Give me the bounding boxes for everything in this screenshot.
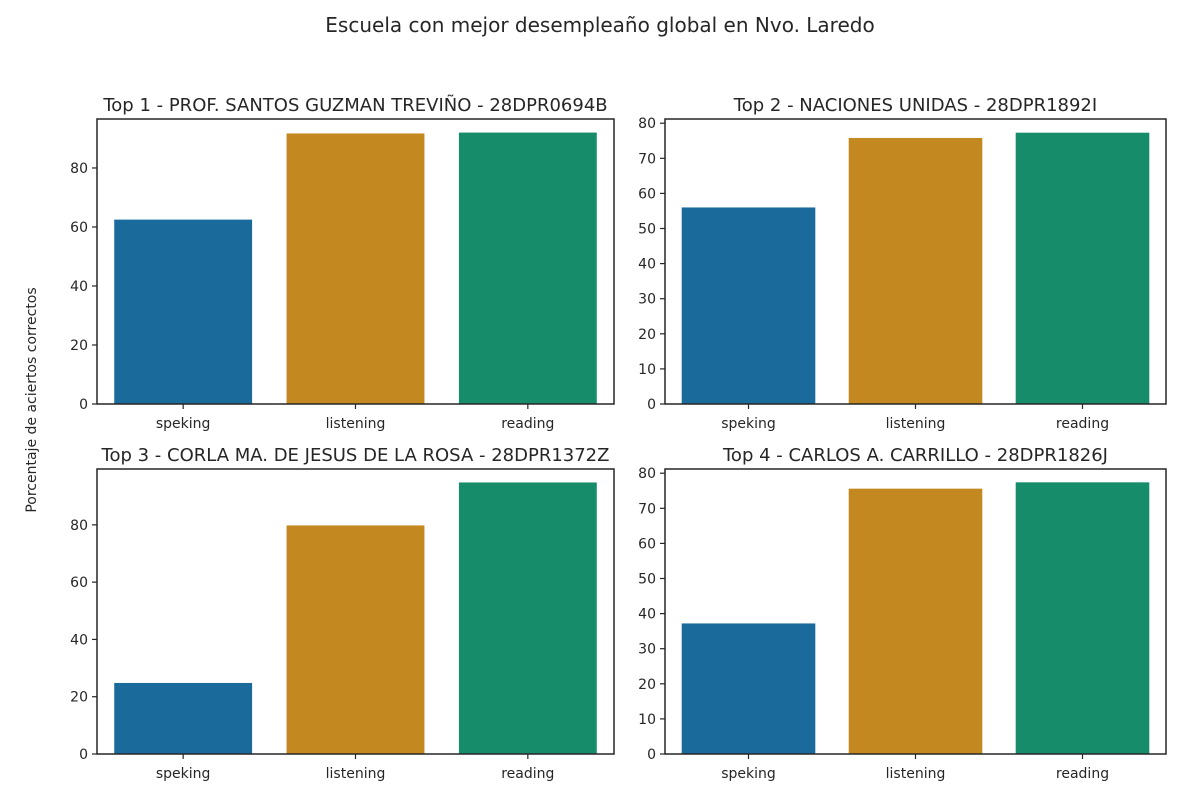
y-tick-label: 40 (70, 279, 88, 295)
y-tick-label: 60 (70, 220, 88, 236)
subplot-title: Top 1 - PROF. SANTOS GUZMAN TREVIÑO - 28… (102, 94, 607, 116)
subplot-2: Top 2 - NACIONES UNIDAS - 28DPR1892I spek… (638, 95, 1167, 432)
x-tick-label: listening (886, 766, 946, 782)
y-tick-label: 20 (70, 338, 88, 354)
bar-reading (458, 132, 597, 405)
y-tick-label: 40 (638, 607, 656, 623)
x-tick-label: reading (1056, 416, 1109, 432)
subplot-title: Top 3 - CORLA MA. DE JESUS DE LA ROSA - … (101, 445, 610, 466)
y-tick-label: 60 (638, 536, 656, 552)
y-tick-label: 80 (70, 161, 88, 177)
y-tick-label: 70 (638, 151, 656, 167)
y-tick-label: 50 (638, 572, 656, 588)
bar-reading (1015, 482, 1150, 754)
x-tick-label: listening (886, 416, 946, 432)
y-tick-label: 50 (638, 222, 656, 238)
y-tick-label: 0 (79, 397, 88, 413)
bar-reading (1015, 132, 1150, 405)
x-tick-label: listening (326, 766, 386, 782)
x-tick-label: reading (1056, 766, 1109, 782)
figure-title: Escuela con mejor desempleaño global en … (325, 13, 874, 37)
subplot-1: Top 1 - PROF. SANTOS GUZMAN TREVIÑO - 28… (70, 94, 615, 432)
y-tick-label: 80 (638, 116, 656, 132)
bar-speking (681, 207, 816, 404)
x-tick-label: reading (501, 416, 554, 432)
y-tick-label: 20 (638, 677, 656, 693)
bar-listening (286, 525, 425, 754)
y-tick-label: 10 (638, 362, 656, 378)
axes-frame (664, 468, 1167, 755)
x-tick-label: reading (501, 766, 554, 782)
axes-frame (664, 118, 1167, 405)
y-tick-label: 30 (638, 642, 656, 658)
y-tick-label: 0 (647, 397, 656, 413)
y-tick-label: 20 (70, 690, 88, 706)
axes-frame (96, 468, 615, 755)
bar-speking (114, 682, 253, 754)
x-tick-label: speking (156, 766, 211, 782)
bar-listening (286, 133, 425, 404)
y-tick-label: 10 (638, 712, 656, 728)
bar-speking (681, 623, 816, 754)
y-tick-label: 80 (70, 518, 88, 534)
y-axis-label: Porcentaje de aciertos correctos (24, 287, 40, 512)
y-tick-label: 60 (638, 186, 656, 202)
bar-listening (848, 137, 983, 405)
subplots: Top 1 - PROF. SANTOS GUZMAN TREVIÑO - 28… (70, 94, 1167, 782)
x-tick-label: speking (156, 416, 211, 432)
bar-listening (848, 488, 983, 754)
y-tick-label: 0 (79, 747, 88, 763)
x-tick-label: speking (721, 416, 776, 432)
subplot-title: Top 4 - CARLOS A. CARRILLO - 28DPR1826J (722, 445, 1108, 466)
x-tick-label: speking (721, 766, 776, 782)
y-tick-label: 0 (647, 747, 656, 763)
x-tick-label: listening (326, 416, 386, 432)
axes-frame (96, 118, 615, 405)
y-tick-label: 40 (638, 257, 656, 273)
y-tick-label: 30 (638, 292, 656, 308)
y-tick-label: 60 (70, 575, 88, 591)
y-tick-label: 80 (638, 466, 656, 482)
subplot-3: Top 3 - CORLA MA. DE JESUS DE LA ROSA - … (70, 445, 615, 782)
y-tick-label: 70 (638, 501, 656, 517)
subplot-title: Top 2 - NACIONES UNIDAS - 28DPR1892I (733, 95, 1097, 116)
bar-reading (458, 482, 597, 754)
y-tick-label: 40 (70, 632, 88, 648)
bar-speking (114, 219, 253, 404)
y-tick-label: 20 (638, 327, 656, 343)
subplot-4: Top 4 - CARLOS A. CARRILLO - 28DPR1826J s… (638, 445, 1167, 782)
